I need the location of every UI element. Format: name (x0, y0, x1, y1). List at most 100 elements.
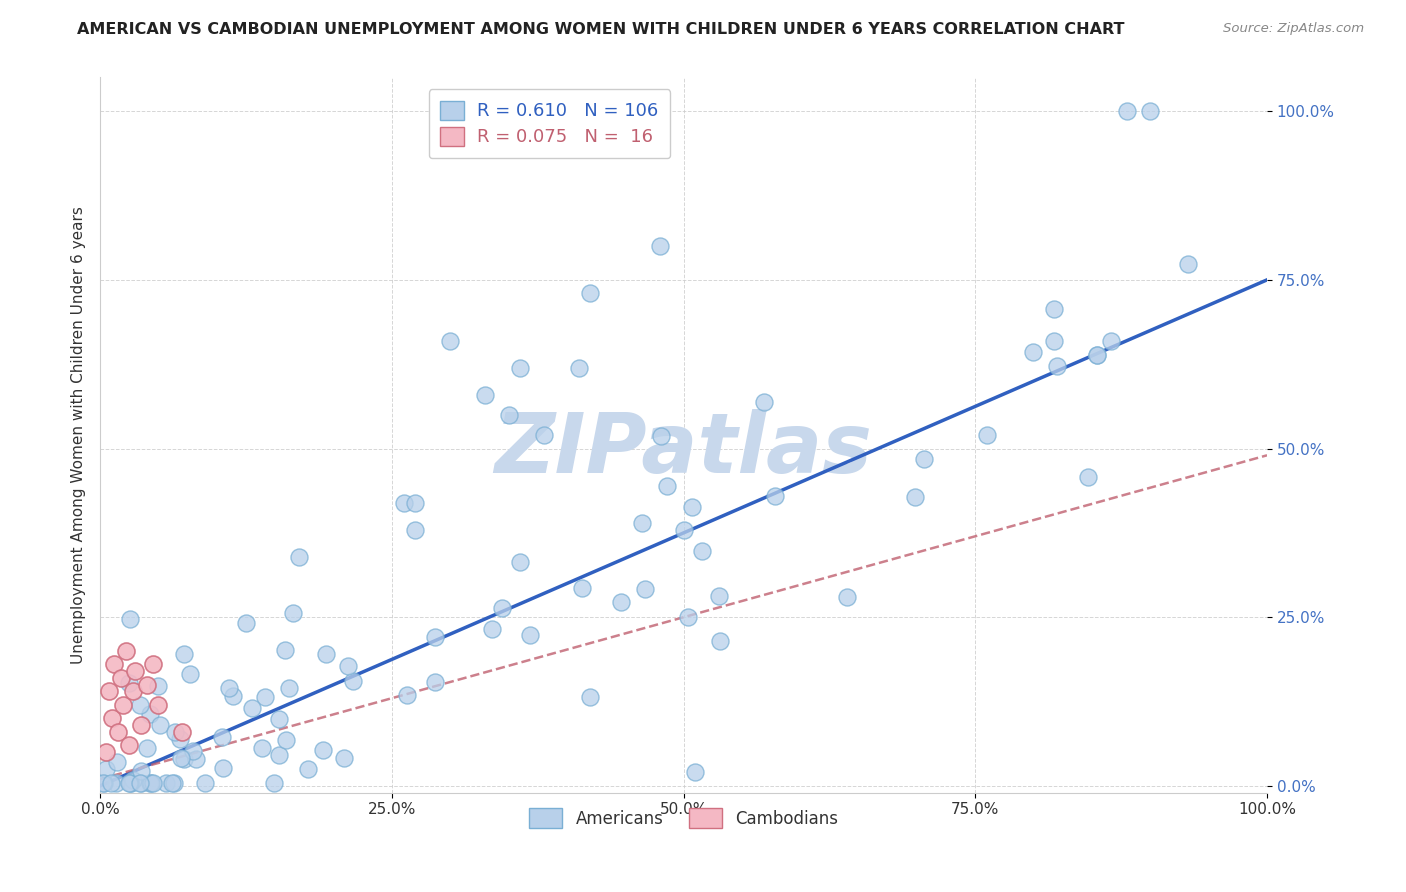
Point (173, 647, 195, 661)
Point (1043, 334, 1066, 348)
Point (222, 689, 245, 703)
Point (283, 606, 305, 620)
Point (274, 643, 297, 657)
Text: AMERICAN VS CAMBODIAN UNEMPLOYMENT AMONG WOMEN WITH CHILDREN UNDER 6 YEARS CORRE: AMERICAN VS CAMBODIAN UNEMPLOYMENT AMONG… (77, 22, 1125, 37)
Point (98, 684, 121, 698)
Point (423, 675, 446, 690)
Point (135, 678, 157, 692)
Point (129, 775, 152, 789)
Point (263, 775, 285, 789)
Point (269, 712, 291, 726)
Point (904, 490, 927, 504)
Point (336, 659, 359, 673)
Point (107, 725, 129, 739)
Point (1077, 470, 1099, 484)
Point (752, 395, 775, 409)
Y-axis label: Unemployment Among Women with Children Under 6 years: Unemployment Among Women with Children U… (72, 206, 86, 664)
Point (103, 657, 125, 672)
Point (509, 360, 531, 375)
Point (683, 765, 706, 780)
Point (155, 775, 177, 789)
Point (672, 523, 695, 537)
Point (707, 590, 730, 604)
Point (690, 544, 713, 558)
Point (142, 657, 165, 672)
Point (93, 775, 115, 789)
Point (315, 647, 337, 661)
Point (121, 684, 143, 698)
Point (1042, 302, 1064, 317)
Point (118, 675, 141, 690)
Point (709, 634, 731, 648)
Point (481, 622, 503, 636)
Point (184, 751, 207, 765)
Point (1177, 257, 1199, 271)
Point (124, 664, 146, 678)
Point (392, 495, 415, 509)
Point (578, 690, 600, 705)
Point (105, 775, 128, 789)
Point (146, 679, 169, 693)
Point (163, 775, 186, 789)
Point (194, 775, 217, 789)
Point (1085, 348, 1108, 362)
Point (342, 673, 364, 688)
Point (142, 775, 165, 789)
Point (129, 698, 152, 713)
Point (136, 741, 159, 756)
Point (404, 523, 426, 537)
Point (148, 698, 170, 712)
Point (170, 725, 193, 739)
Point (118, 775, 141, 789)
Point (118, 612, 141, 626)
Point (1116, 104, 1139, 119)
Point (160, 775, 183, 789)
Point (114, 644, 136, 658)
Point (149, 718, 172, 732)
Point (212, 761, 235, 775)
Point (118, 775, 141, 789)
Point (509, 555, 531, 569)
Point (610, 595, 633, 609)
Point (297, 762, 319, 776)
Point (139, 775, 162, 789)
Point (835, 590, 858, 604)
Point (235, 616, 257, 631)
Point (912, 451, 935, 466)
Point (571, 581, 593, 595)
Point (91, 775, 114, 789)
Point (630, 516, 652, 530)
Point (94, 745, 117, 759)
Point (179, 667, 201, 681)
Point (110, 671, 132, 685)
Point (139, 706, 162, 721)
Point (118, 739, 141, 753)
Point (129, 764, 152, 779)
Point (254, 690, 277, 704)
Point (498, 408, 520, 422)
Point (105, 755, 128, 769)
Point (976, 428, 998, 442)
Point (269, 747, 291, 762)
Text: Source: ZipAtlas.com: Source: ZipAtlas.com (1223, 22, 1364, 36)
Point (250, 741, 273, 756)
Point (763, 489, 786, 503)
Text: ZIPatlas: ZIPatlas (495, 409, 873, 490)
Point (288, 550, 311, 565)
Point (240, 700, 263, 714)
Point (533, 428, 555, 442)
Point (1046, 359, 1069, 374)
Point (129, 718, 152, 732)
Point (404, 495, 426, 509)
Point (112, 698, 135, 712)
Legend: Americans, Cambodians: Americans, Cambodians (522, 802, 845, 834)
Point (276, 733, 298, 747)
Point (634, 582, 657, 597)
Point (1022, 345, 1045, 359)
Point (173, 752, 195, 766)
Point (165, 725, 187, 739)
Point (579, 286, 602, 301)
Point (183, 744, 205, 758)
Point (396, 688, 419, 702)
Point (312, 743, 335, 757)
